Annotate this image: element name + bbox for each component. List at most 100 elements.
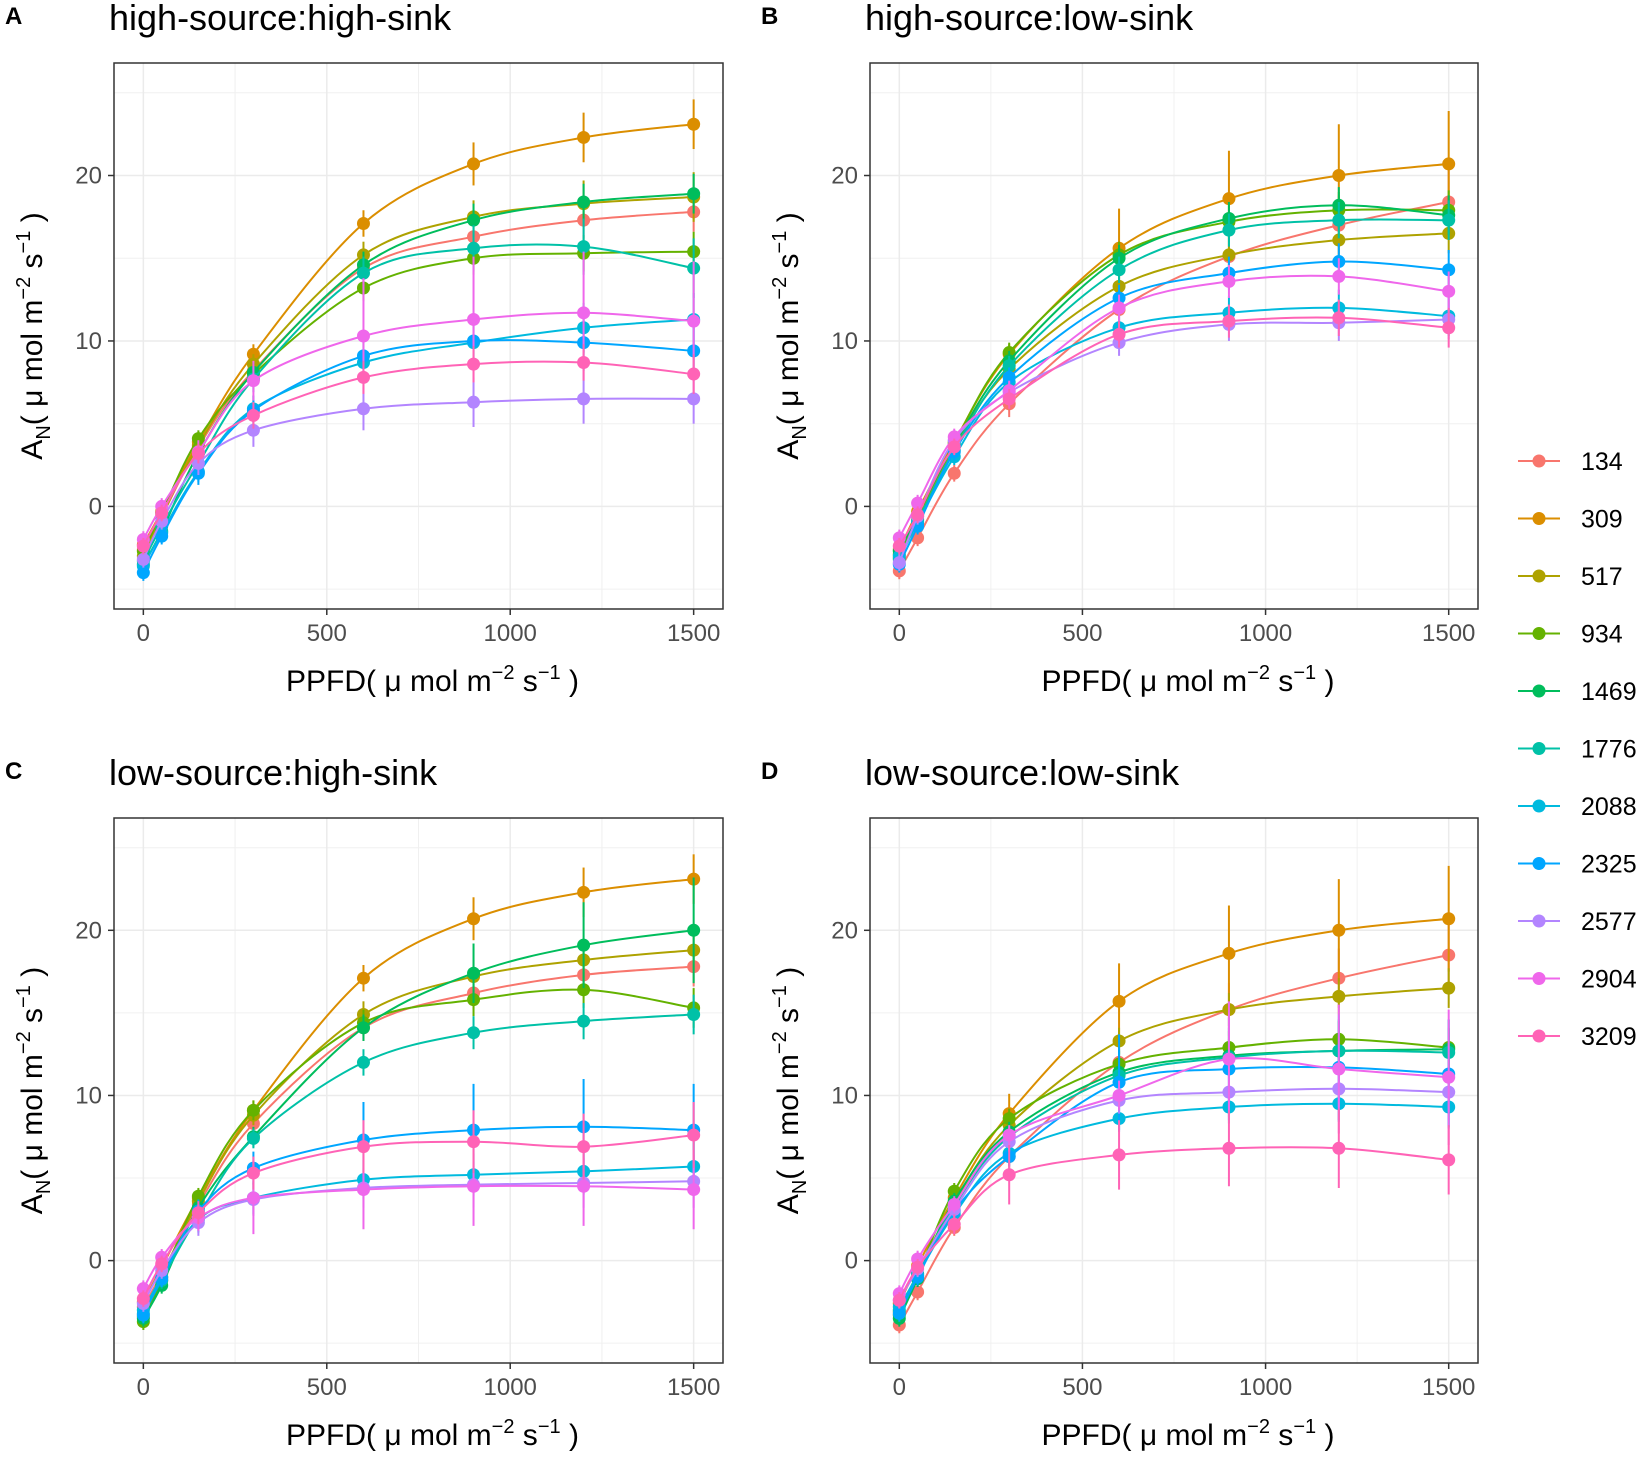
- data-point: [577, 240, 591, 254]
- panel-letter: D: [761, 758, 778, 785]
- data-point: [1442, 912, 1456, 926]
- legend-label: 309: [1581, 506, 1623, 534]
- legend-label: 2577: [1581, 908, 1637, 936]
- data-point: [356, 1140, 370, 1154]
- data-point: [356, 971, 370, 985]
- data-point: [577, 355, 591, 369]
- x-axis-title: PPFD( μ mol m−2 s−1 ): [286, 1416, 579, 1452]
- x-tick-label: 1000: [1239, 1374, 1292, 1401]
- data-point: [467, 1026, 481, 1040]
- data-point: [577, 885, 591, 899]
- data-point: [1222, 274, 1236, 288]
- data-point: [155, 529, 169, 543]
- series-group: [892, 865, 1456, 1334]
- x-tick-label: 500: [1062, 1374, 1102, 1401]
- data-point: [467, 912, 481, 926]
- panel-title: low-source:low-sink: [865, 752, 1180, 793]
- data-point: [1002, 1128, 1016, 1142]
- data-point: [1442, 284, 1456, 298]
- data-point: [356, 216, 370, 230]
- legend-item: 2577: [1518, 908, 1637, 936]
- legend-item: 2088: [1518, 793, 1637, 821]
- legend-item: 2325: [1518, 851, 1637, 879]
- x-tick-label: 1500: [667, 620, 720, 647]
- legend-key-point: [1532, 1029, 1546, 1043]
- legend-item: 1469: [1518, 678, 1637, 706]
- data-point: [467, 213, 481, 227]
- data-point: [687, 187, 701, 201]
- data-point: [467, 241, 481, 255]
- data-point: [687, 392, 701, 406]
- legend-key-point: [1532, 569, 1546, 583]
- data-point: [1222, 314, 1236, 328]
- data-point: [246, 423, 260, 437]
- y-axis-title: AN( μ mol m−2 s−1 ): [769, 967, 811, 1214]
- data-point: [136, 552, 150, 566]
- panel-title: high-source:high-sink: [109, 0, 452, 38]
- legend-label: 134: [1581, 448, 1623, 476]
- legend-item: 517: [1518, 563, 1623, 591]
- legend-label: 2088: [1581, 793, 1637, 821]
- data-point: [892, 539, 906, 553]
- data-point: [1112, 994, 1126, 1008]
- y-axis-title: AN( μ mol m−2 s−1 ): [13, 212, 55, 459]
- y-tick-label: 10: [831, 328, 858, 355]
- panel-title: low-source:high-sink: [109, 752, 438, 793]
- data-point: [136, 1292, 150, 1306]
- y-axis-title: AN( μ mol m−2 s−1 ): [769, 212, 811, 459]
- data-point: [155, 506, 169, 520]
- y-tick-label: 20: [75, 163, 102, 190]
- data-point: [687, 923, 701, 937]
- data-point: [1442, 157, 1456, 171]
- data-point: [577, 938, 591, 952]
- x-axis-title: PPFD( μ mol m−2 s−1 ): [1042, 662, 1335, 698]
- y-tick-label: 20: [831, 163, 858, 190]
- legend-key-point: [1532, 742, 1546, 755]
- data-point: [467, 966, 481, 980]
- data-point: [1002, 359, 1016, 373]
- data-point: [467, 357, 481, 371]
- data-point: [1332, 169, 1346, 183]
- x-tick-label: 1500: [1422, 620, 1475, 647]
- legend-item: 934: [1518, 621, 1623, 649]
- data-point: [577, 306, 591, 320]
- x-tick-label: 0: [893, 620, 906, 647]
- legend-label: 517: [1581, 563, 1623, 591]
- data-point: [1222, 248, 1236, 262]
- legend: 134 309 517 934 1469 1776 2088 2325 2577 2904 3209: [1518, 448, 1637, 1051]
- x-axis-title: PPFD( μ mol m−2 s−1 ): [286, 662, 579, 698]
- x-tick-label: 0: [137, 620, 150, 647]
- data-point: [1112, 301, 1126, 315]
- x-tick-label: 500: [307, 620, 347, 647]
- data-point: [191, 1189, 205, 1203]
- legend-key-point: [1532, 857, 1546, 870]
- legend-key-point: [1532, 454, 1546, 468]
- data-point: [892, 1293, 906, 1307]
- data-point: [1332, 269, 1346, 283]
- data-point: [1002, 370, 1016, 384]
- data-point: [356, 402, 370, 416]
- panel-border: [113, 817, 724, 1364]
- data-point: [577, 983, 591, 997]
- data-point: [246, 1191, 260, 1205]
- data-point: [577, 195, 591, 209]
- x-tick-label: 1500: [1422, 1374, 1475, 1401]
- series-line-134: [898, 201, 1449, 572]
- data-point: [356, 1055, 370, 1069]
- data-point: [1222, 946, 1236, 960]
- data-point: [467, 312, 481, 326]
- data-point: [467, 1135, 481, 1149]
- data-point: [577, 392, 591, 406]
- y-tick-label: 0: [845, 493, 858, 520]
- legend-label: 1469: [1581, 678, 1637, 706]
- data-point: [467, 395, 481, 409]
- data-point: [1112, 263, 1126, 277]
- data-point: [1112, 327, 1126, 341]
- data-point: [1442, 213, 1456, 227]
- data-point: [155, 1257, 169, 1271]
- data-point: [246, 408, 260, 422]
- legend-item: 309: [1518, 506, 1623, 534]
